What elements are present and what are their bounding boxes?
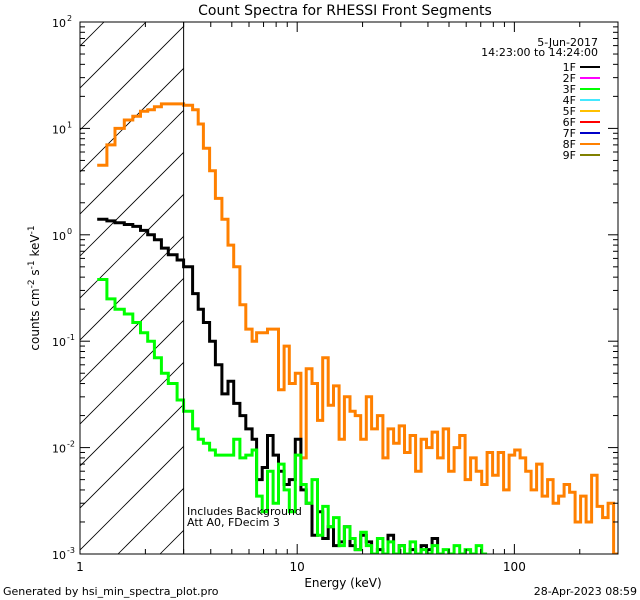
y-tick-exponent: 1 xyxy=(67,120,72,129)
legend-label-3f: 3F xyxy=(563,83,576,96)
hatch-line xyxy=(80,193,184,299)
y-tick-label: 10 xyxy=(52,230,66,243)
y-tick-base: 10 xyxy=(52,443,66,456)
attenuator-hatch xyxy=(0,22,640,554)
x-tick-label: 10 xyxy=(290,560,305,574)
y-tick-label: 10 xyxy=(52,549,66,562)
legend-label-5f: 5F xyxy=(563,105,576,118)
time-range-label: 14:23:00 to 14:24:00 xyxy=(481,46,598,59)
hatch-line xyxy=(80,22,147,89)
y-axis-label-kev: keV xyxy=(28,234,42,261)
x-tick-label: 100 xyxy=(503,560,526,574)
hatch-line xyxy=(580,22,640,554)
y-tick-label: 10 xyxy=(52,123,66,136)
x-tick-label: 1 xyxy=(76,560,84,574)
hatch-line xyxy=(80,25,184,131)
y-tick-base: 10 xyxy=(52,549,66,562)
y-axis-label-exp-3: -1 xyxy=(27,225,37,234)
x-axis-label: Energy (keV) xyxy=(304,576,381,590)
y-axis-label-s: s xyxy=(28,269,42,279)
date-label: 5-Jun-2017 xyxy=(537,36,598,49)
y-tick-base: 10 xyxy=(52,336,66,349)
hatch-line xyxy=(244,22,640,554)
y-tick-exponent: -2 xyxy=(67,440,75,449)
y-tick-label: 10 xyxy=(52,336,66,349)
hatch-line xyxy=(538,22,640,554)
legend-label-7f: 7F xyxy=(563,127,576,140)
y-axis-label-exp-2: -1 xyxy=(27,260,37,269)
y-tick-label: 10 xyxy=(52,443,66,456)
hatch-line xyxy=(286,22,640,554)
y-tick-label: 10 xyxy=(52,17,66,30)
y-axis-label: counts cm-2 s-1 keV-1 xyxy=(27,225,42,350)
y-axis-label-exp-1: -2 xyxy=(27,279,37,288)
series-line-8f xyxy=(97,102,618,554)
footer-timestamp: 28-Apr-2023 08:59 xyxy=(534,585,637,598)
legend-label-1f: 1F xyxy=(563,61,576,74)
hatch-line xyxy=(80,361,184,467)
annotation-attenuator: Att A0, FDecim 3 xyxy=(187,516,280,529)
hatch-line xyxy=(80,445,184,551)
y-tick-base: 10 xyxy=(52,230,66,243)
hatch-line xyxy=(80,22,105,47)
y-tick-exponent: 2 xyxy=(67,14,72,23)
legend-label-9f: 9F xyxy=(563,149,576,162)
y-tick-base: 10 xyxy=(52,123,66,136)
y-tick-base: 10 xyxy=(52,17,66,30)
hatch-line xyxy=(80,277,184,383)
y-tick-exponent: -1 xyxy=(67,333,75,342)
chart-title: Count Spectra for RHESSI Front Segments xyxy=(198,3,492,19)
legend-label-2f: 2F xyxy=(563,72,576,85)
hatch-line xyxy=(80,235,184,341)
y-tick-exponent: -3 xyxy=(67,546,75,555)
series-line-1f xyxy=(97,217,444,554)
legend-label-4f: 4F xyxy=(563,94,576,107)
hatch-line xyxy=(80,403,184,509)
y-axis-label-prefix: counts cm xyxy=(28,288,42,350)
hatch-line xyxy=(80,109,184,215)
hatch-line xyxy=(0,22,20,554)
legend-label-8f: 8F xyxy=(563,138,576,151)
plot-frame xyxy=(79,21,619,555)
hatch-line xyxy=(622,22,640,554)
annotation-background: Includes Background xyxy=(187,505,302,518)
legend-label-6f: 6F xyxy=(563,116,576,129)
y-tick-exponent: 0 xyxy=(67,227,72,236)
footer-generated-by: Generated by hsi_min_spectra_plot.pro xyxy=(3,585,219,598)
hatch-line xyxy=(412,22,640,554)
